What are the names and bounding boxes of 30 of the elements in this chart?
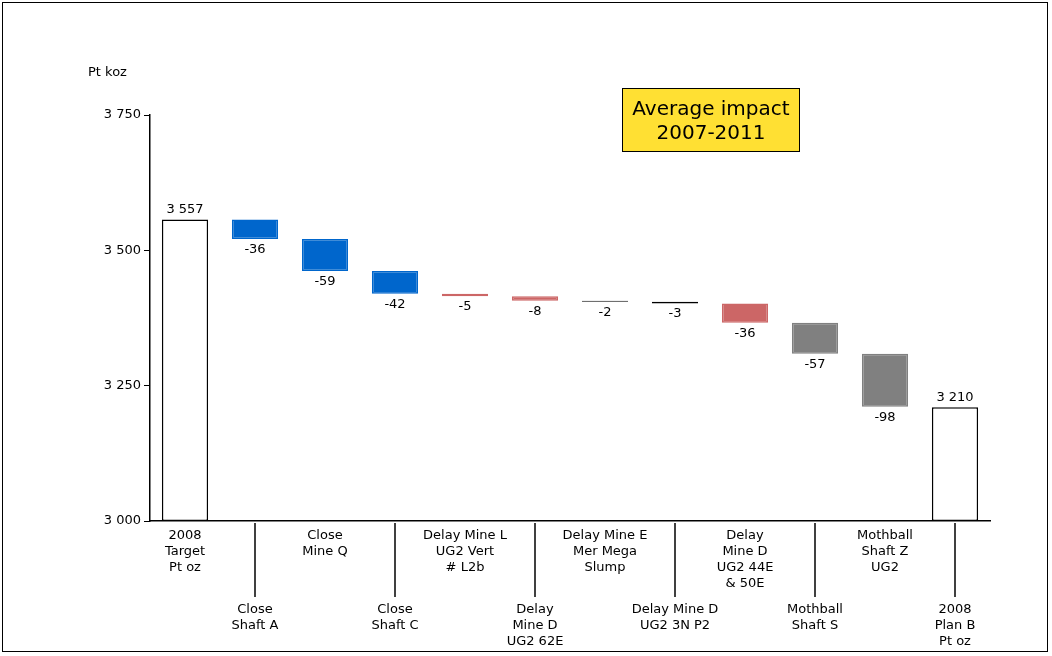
data-label: -36: [244, 240, 266, 256]
data-label: -57: [804, 355, 826, 371]
x-tick-label: Mothball Shaft S: [787, 600, 843, 632]
y-tick-label: 3 000: [103, 512, 141, 528]
annotation: Average impact 2007-2011: [622, 88, 800, 152]
data-label: -5: [458, 298, 472, 314]
x-tick-label: Close Mine Q: [302, 526, 348, 558]
x-tick-label: Delay Mine D UG2 44E & 50E: [716, 526, 774, 590]
x-tick-label: Mothball Shaft Z UG2: [857, 526, 913, 574]
x-tick-label: Delay Mine D UG2 62E: [506, 600, 564, 648]
x-tick-label: 2008 Plan B Pt oz: [934, 600, 976, 648]
data-label: -36: [734, 324, 756, 340]
data-label: -3: [668, 305, 682, 321]
y-tick-label: 3 500: [103, 241, 141, 257]
y-axis-title: Pt koz: [88, 64, 127, 79]
data-label: -42: [384, 295, 406, 311]
x-tick-label: Delay Mine E Mer Mega Slump: [562, 526, 648, 574]
x-tick-label: Delay Mine L UG2 Vert # L2b: [423, 526, 508, 574]
data-label: -59: [314, 272, 336, 288]
y-tick-label: 3 250: [103, 377, 141, 393]
data-label: 3 210: [936, 389, 974, 405]
data-label: -98: [874, 408, 896, 424]
x-tick-label: Close Shaft C: [371, 600, 419, 632]
x-tick-label: Close Shaft A: [231, 600, 279, 632]
data-label: -2: [598, 303, 612, 319]
x-tick-label: 2008 Target Pt oz: [163, 526, 206, 574]
data-label: 3 557: [166, 201, 204, 217]
y-tick-label: 3 750: [103, 106, 141, 122]
data-label: -8: [528, 302, 542, 318]
x-tick-label: Delay Mine D UG2 3N P2: [631, 600, 719, 632]
